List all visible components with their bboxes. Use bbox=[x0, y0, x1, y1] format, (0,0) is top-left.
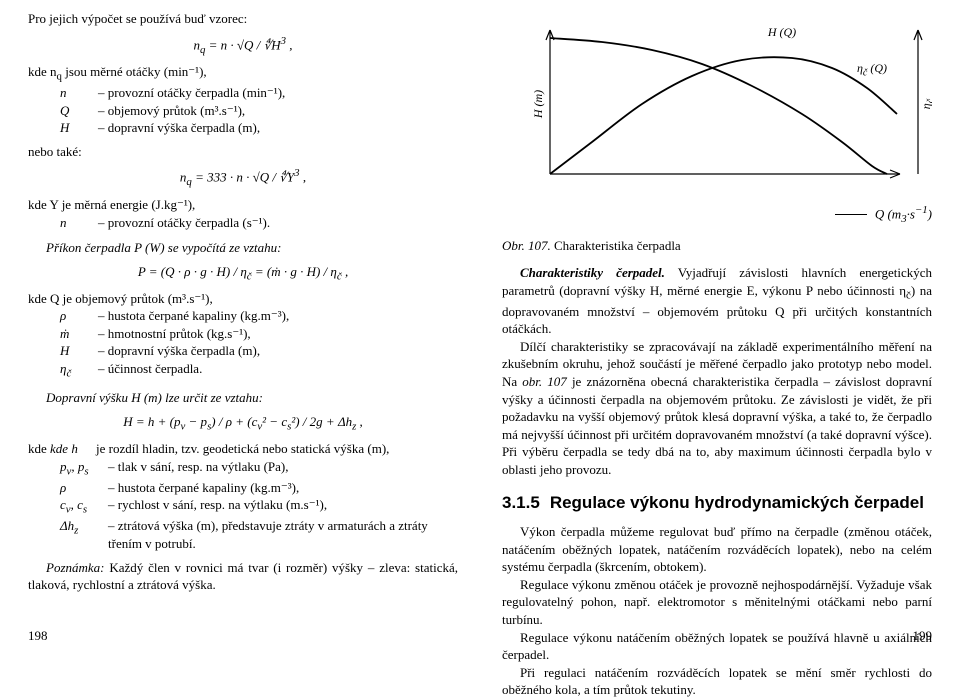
left-page: Pro jejich výpočet se používá buď vzorec… bbox=[0, 0, 480, 653]
def-text: – účinnost čerpadla. bbox=[98, 360, 458, 381]
formula-nq-2: nq = 333 · n · √Q / ∜Y3 , bbox=[28, 166, 458, 190]
def-row: pv, ps– tlak v sání, resp. na výtlaku (P… bbox=[28, 458, 458, 479]
p2-text: Dílčí charakteristiky se zpracovávají na… bbox=[502, 339, 932, 477]
def-text: – dopravní výška čerpadla (m), bbox=[98, 119, 458, 137]
defs1-lead: kde nq jsou měrné otáčky (min⁻¹), bbox=[28, 63, 458, 84]
paragraph-dilci: Dílčí charakteristiky se zpracovávají na… bbox=[502, 338, 932, 478]
def-text: – ztrátová výška (m), představuje ztráty… bbox=[108, 517, 458, 552]
def-symbol: ρ bbox=[28, 479, 108, 497]
def-text: – hmotnostní průtok (kg.s⁻¹), bbox=[98, 325, 458, 343]
page-number-right: 199 bbox=[913, 627, 933, 645]
paragraph-p6: Při regulaci natáčením rozváděcích lopat… bbox=[502, 664, 932, 699]
def-row: Q– objemový průtok (m³.s⁻¹), bbox=[28, 102, 458, 120]
def-symbol: n bbox=[28, 84, 98, 102]
chart-container: H (m)ηčH (Q)ηč (Q) bbox=[502, 14, 932, 199]
figure-caption: Obr. 107. Charakteristika čerpadla bbox=[502, 237, 932, 255]
dopravni-intro: Dopravní výšku H (m) lze určit ze vztahu… bbox=[28, 389, 458, 407]
def-row: ρ– hustota čerpané kapaliny (kg.m⁻³), bbox=[28, 479, 458, 497]
def-symbol: Δhz bbox=[28, 517, 108, 552]
prikon-intro: Příkon čerpadla P (W) se vypočítá ze vzt… bbox=[28, 239, 458, 257]
def-row: cv, cs– rychlost v sání, resp. na výtlak… bbox=[28, 496, 458, 517]
def-symbol: ρ bbox=[28, 307, 98, 325]
chart-svg: H (m)ηčH (Q)ηč (Q) bbox=[502, 14, 932, 199]
defs4-list: pv, ps– tlak v sání, resp. na výtlaku (P… bbox=[28, 458, 458, 553]
def-symbol: pv, ps bbox=[28, 458, 108, 479]
def-row: ηč– účinnost čerpadla. bbox=[28, 360, 458, 381]
def-symbol: ṁ bbox=[28, 325, 98, 343]
defs3-list: ρ– hustota čerpané kapaliny (kg.m⁻³),ṁ– … bbox=[28, 307, 458, 381]
def-row: H– dopravní výška čerpadla (m), bbox=[28, 119, 458, 137]
p1-lead: Charakteristiky čerpadel. bbox=[520, 265, 665, 280]
defs4-lead-sym: kde h bbox=[50, 440, 96, 458]
legend-swatch bbox=[835, 214, 867, 215]
def-row: H– dopravní výška čerpadla (m), bbox=[28, 342, 458, 360]
def-symbol: H bbox=[28, 119, 98, 137]
heading-text: Regulace výkonu hydrodynamických čerpade… bbox=[550, 493, 924, 512]
poznamka-lead: Poznámka: bbox=[46, 560, 105, 575]
formula-nq-1: nq = n · √Q / ∜H3 , bbox=[28, 34, 458, 58]
def-text: – provozní otáčky čerpadla (s⁻¹). bbox=[98, 214, 458, 232]
def-symbol: cv, cs bbox=[28, 496, 108, 517]
def-row: ṁ– hmotnostní průtok (kg.s⁻¹), bbox=[28, 325, 458, 343]
def-text: – rychlost v sání, resp. na výtlaku (m.s… bbox=[108, 496, 458, 517]
def-text: – provozní otáčky čerpadla (min⁻¹), bbox=[98, 84, 458, 102]
defs1-list: n– provozní otáčky čerpadla (min⁻¹),Q– o… bbox=[28, 84, 458, 137]
paragraph-characteristics: Charakteristiky čerpadel. Vyjadřují závi… bbox=[502, 264, 932, 338]
def-row: ρ– hustota čerpané kapaliny (kg.m⁻³), bbox=[28, 307, 458, 325]
defs3-lead: kde Q je objemový průtok (m³.s⁻¹), bbox=[28, 290, 458, 308]
caption-prefix: Obr. 107. bbox=[502, 238, 551, 253]
def-row: n– provozní otáčky čerpadla (min⁻¹), bbox=[28, 84, 458, 102]
formula-H: H = h + (pv − ps) / ρ + (cv² − cs²) / 2g… bbox=[28, 413, 458, 434]
def-symbol: Q bbox=[28, 102, 98, 120]
nebo-take: nebo také: bbox=[28, 143, 458, 161]
def-symbol: n bbox=[28, 214, 98, 232]
page-number-left: 198 bbox=[28, 627, 48, 645]
paragraph-p5: Regulace výkonu natáčením oběžných lopat… bbox=[502, 629, 932, 664]
defs4-lead-kde: kde bbox=[28, 440, 50, 458]
def-row: n– provozní otáčky čerpadla (s⁻¹). bbox=[28, 214, 458, 232]
def-symbol: ηč bbox=[28, 360, 98, 381]
caption-text: Charakteristika čerpadla bbox=[551, 238, 681, 253]
right-page: H (m)ηčH (Q)ηč (Q) Q (m3·s−1) Obr. 107. … bbox=[480, 0, 960, 653]
defs4-lead-row: kde kde h je rozdíl hladin, tzv. geodeti… bbox=[28, 440, 458, 458]
paragraph-p3: Výkon čerpadla můžeme regulovat buď přím… bbox=[502, 523, 932, 576]
chart-x-legend: Q (m3·s−1) bbox=[502, 203, 932, 227]
defs2-list: n– provozní otáčky čerpadla (s⁻¹). bbox=[28, 214, 458, 232]
def-symbol: H bbox=[28, 342, 98, 360]
def-text: – hustota čerpané kapaliny (kg.m⁻³), bbox=[98, 307, 458, 325]
section-heading: 3.1.5 Regulace výkonu hydrodynamických če… bbox=[502, 492, 932, 515]
heading-number: 3.1.5 bbox=[502, 493, 540, 512]
legend-text: Q (m3·s−1) bbox=[875, 203, 932, 227]
formula-P: P = (Q · ρ · g · H) / ηč = (ṁ · g · H) /… bbox=[28, 263, 458, 284]
left-intro: Pro jejich výpočet se používá buď vzorec… bbox=[28, 10, 458, 28]
def-text: – hustota čerpané kapaliny (kg.m⁻³), bbox=[108, 479, 458, 497]
def-text: – objemový průtok (m³.s⁻¹), bbox=[98, 102, 458, 120]
def-text: – dopravní výška čerpadla (m), bbox=[98, 342, 458, 360]
def-text: – tlak v sání, resp. na výtlaku (Pa), bbox=[108, 458, 458, 479]
defs4-lead-text: je rozdíl hladin, tzv. geodetická nebo s… bbox=[96, 440, 389, 458]
def-row: Δhz– ztrátová výška (m), představuje ztr… bbox=[28, 517, 458, 552]
poznamka: Poznámka: Každý člen v rovnici má tvar (… bbox=[28, 559, 458, 594]
defs2-lead: kde Y je měrná energie (J.kg⁻¹), bbox=[28, 196, 458, 214]
paragraph-p4: Regulace výkonu změnou otáček je provozn… bbox=[502, 576, 932, 629]
